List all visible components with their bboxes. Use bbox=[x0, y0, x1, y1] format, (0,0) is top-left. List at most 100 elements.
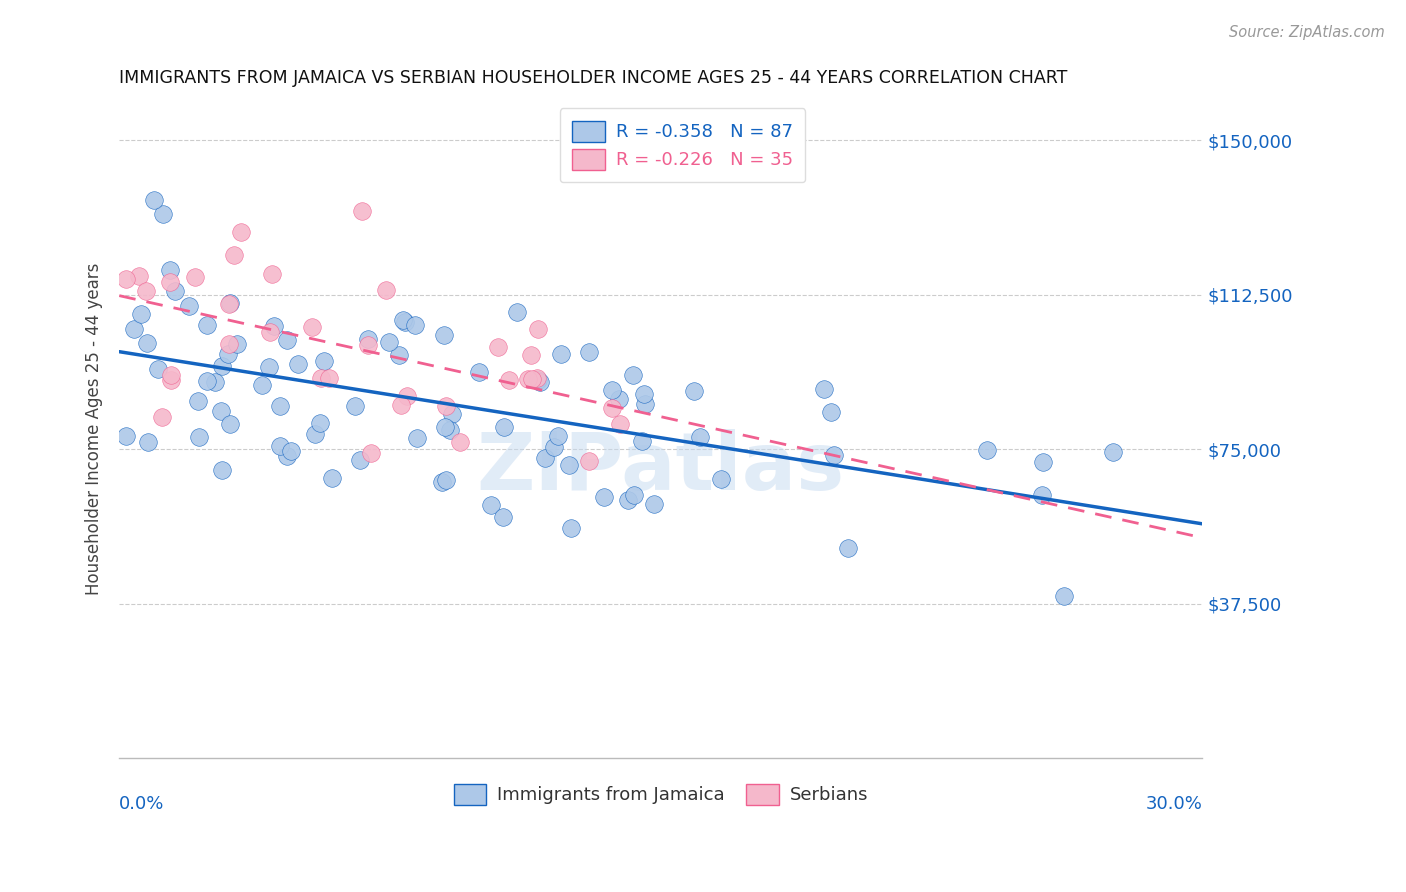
Point bbox=[209, 404, 232, 418]
Point bbox=[250, 377, 273, 392]
Point bbox=[262, 267, 284, 281]
Point bbox=[218, 295, 240, 310]
Point bbox=[257, 360, 280, 375]
Point bbox=[136, 434, 159, 449]
Point bbox=[184, 270, 207, 285]
Point bbox=[434, 473, 457, 487]
Point bbox=[522, 372, 544, 386]
Point bbox=[152, 207, 174, 221]
Point bbox=[492, 509, 515, 524]
Point bbox=[135, 284, 157, 298]
Point bbox=[160, 368, 183, 382]
Point bbox=[468, 365, 491, 379]
Point bbox=[287, 357, 309, 371]
Point bbox=[159, 275, 181, 289]
Point bbox=[218, 296, 240, 310]
Point bbox=[159, 373, 181, 387]
Point bbox=[276, 333, 298, 347]
Point bbox=[259, 326, 281, 340]
Y-axis label: Householder Income Ages 25 - 44 years: Householder Income Ages 25 - 44 years bbox=[86, 262, 103, 595]
Point bbox=[229, 226, 252, 240]
Point bbox=[388, 348, 411, 362]
Point bbox=[449, 435, 471, 450]
Point bbox=[607, 392, 630, 406]
Point bbox=[136, 336, 159, 351]
Point bbox=[226, 337, 249, 351]
Point bbox=[976, 443, 998, 458]
Point bbox=[301, 320, 323, 334]
Point bbox=[187, 430, 209, 444]
Point bbox=[115, 272, 138, 286]
Point bbox=[195, 374, 218, 388]
Point bbox=[433, 419, 456, 434]
Point bbox=[131, 307, 153, 321]
Point bbox=[146, 361, 169, 376]
Point bbox=[520, 348, 543, 362]
Text: ZIPatlas: ZIPatlas bbox=[477, 429, 845, 508]
Point bbox=[217, 347, 239, 361]
Point bbox=[527, 322, 550, 336]
Point bbox=[269, 399, 291, 413]
Point bbox=[128, 269, 150, 284]
Point bbox=[430, 475, 453, 489]
Point bbox=[349, 453, 371, 467]
Point bbox=[375, 283, 398, 297]
Point bbox=[492, 420, 515, 434]
Point bbox=[204, 375, 226, 389]
Point bbox=[527, 373, 550, 387]
Point bbox=[357, 332, 380, 346]
Point bbox=[404, 318, 426, 332]
Point bbox=[440, 408, 463, 422]
Point bbox=[115, 429, 138, 443]
Point bbox=[439, 423, 461, 437]
Point bbox=[436, 399, 458, 413]
Point bbox=[195, 318, 218, 332]
Point bbox=[505, 305, 527, 319]
Point bbox=[609, 417, 631, 432]
Point bbox=[534, 450, 557, 465]
Point bbox=[837, 541, 859, 555]
Point bbox=[344, 399, 367, 413]
Point bbox=[395, 389, 418, 403]
Point bbox=[600, 383, 623, 397]
Point bbox=[143, 193, 166, 207]
Point bbox=[633, 387, 655, 401]
Point bbox=[406, 431, 429, 445]
Point bbox=[352, 204, 374, 219]
Point bbox=[309, 417, 332, 431]
Point bbox=[1032, 454, 1054, 468]
Point bbox=[823, 449, 845, 463]
Point bbox=[498, 373, 520, 387]
Point bbox=[394, 315, 416, 329]
Point bbox=[820, 405, 842, 419]
Point bbox=[165, 284, 187, 298]
Point bbox=[391, 313, 413, 327]
Point bbox=[517, 372, 540, 386]
Point bbox=[623, 488, 645, 502]
Point bbox=[218, 337, 240, 351]
Point bbox=[360, 446, 382, 460]
Point bbox=[813, 382, 835, 396]
Legend: Immigrants from Jamaica, Serbians: Immigrants from Jamaica, Serbians bbox=[446, 777, 875, 812]
Text: Source: ZipAtlas.com: Source: ZipAtlas.com bbox=[1229, 25, 1385, 40]
Point bbox=[560, 521, 582, 535]
Point bbox=[600, 401, 623, 415]
Text: 30.0%: 30.0% bbox=[1146, 795, 1202, 813]
Text: IMMIGRANTS FROM JAMAICA VS SERBIAN HOUSEHOLDER INCOME AGES 25 - 44 YEARS CORRELA: IMMIGRANTS FROM JAMAICA VS SERBIAN HOUSE… bbox=[120, 69, 1067, 87]
Point bbox=[578, 345, 600, 359]
Point bbox=[314, 354, 336, 368]
Point bbox=[211, 359, 233, 374]
Point bbox=[1053, 589, 1076, 603]
Point bbox=[263, 319, 285, 334]
Point bbox=[643, 498, 665, 512]
Point bbox=[621, 368, 644, 382]
Point bbox=[378, 335, 401, 350]
Point bbox=[276, 449, 298, 463]
Point bbox=[486, 340, 509, 354]
Point bbox=[479, 498, 502, 512]
Point bbox=[578, 454, 600, 468]
Point bbox=[159, 262, 181, 277]
Point bbox=[1031, 488, 1053, 502]
Point bbox=[529, 376, 551, 390]
Point bbox=[177, 299, 200, 313]
